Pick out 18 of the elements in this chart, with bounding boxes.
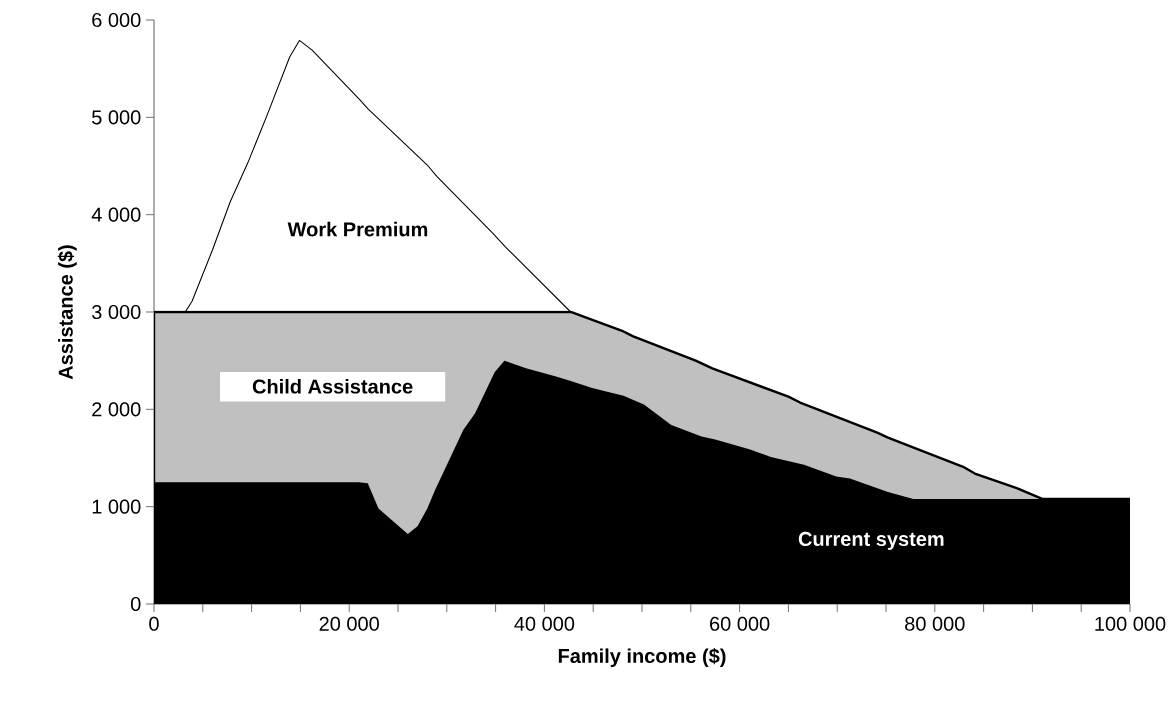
x-tick-label: 80 000 (905, 616, 965, 631)
y-tick-label: 4 000 (91, 207, 141, 222)
y-tick-label: 0 (130, 596, 141, 612)
x-tick-label: 0 (149, 616, 159, 631)
x-tick-label: 40 000 (514, 616, 575, 631)
y-tick-label: 3 000 (91, 304, 141, 320)
x-tick-label: 100 000 (1095, 616, 1166, 631)
x-axis-title: Family income ($) (558, 648, 726, 668)
x-tick-label: 20 000 (319, 616, 379, 631)
series-label: Current system (798, 531, 944, 550)
y-tick-label: 2 000 (92, 402, 141, 417)
series-label: Work Premium (287, 221, 428, 237)
y-tick-label: 5 000 (92, 110, 141, 125)
y-tick-label: 6 000 (92, 12, 141, 28)
y-axis-title: Assistance ($) (57, 245, 77, 380)
x-tick-label: 60 000 (710, 616, 770, 631)
series-label: Child Assistance (252, 378, 413, 394)
y-tick-label: 1 000 (92, 499, 141, 514)
